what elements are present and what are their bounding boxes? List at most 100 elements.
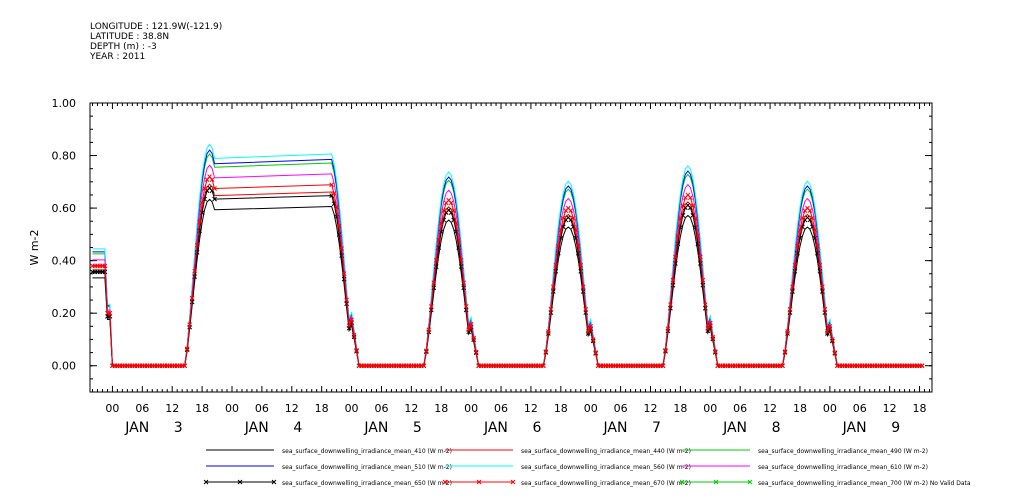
x-day-number-label: 5 [413,420,422,436]
x-tick-label: 12 [404,402,418,415]
x-tick-label: 12 [524,402,538,415]
series-marker-7 [560,215,566,221]
x-tick-label: 18 [913,402,927,415]
series-marker-6 [550,289,556,294]
series-marker-7 [344,297,349,303]
series-marker-6 [212,196,217,202]
series-marker-7 [820,284,825,290]
series-marker-7 [453,220,459,226]
series-marker-6 [670,282,676,288]
series-marker-7 [593,350,599,355]
series-marker-7 [690,203,696,209]
series-marker-7 [792,262,798,268]
latitude-label: LATITUDE : 38.8N [90,32,170,42]
y-tick-label: 0.80 [52,150,77,163]
series-marker-7 [588,323,594,329]
series-marker-7 [187,322,192,327]
series-marker-7 [199,200,205,206]
legend-marker-7 [510,479,516,485]
x-day-label: JAN [722,420,747,436]
series-marker-7 [334,205,339,210]
legend-label-3: sea_surface_downwelling_irradiance_mean_… [282,464,452,471]
x-tick-label: 00 [345,402,359,415]
series-marker-7 [331,191,337,196]
series-marker-7 [810,215,815,221]
series-marker-7 [707,320,713,326]
series-marker-7 [421,363,427,369]
series-marker-7 [815,243,820,249]
series-marker-7 [790,284,795,290]
series-marker-7 [578,262,584,268]
series-marker-7 [441,208,447,214]
series-marker-6 [790,289,795,294]
series-marker-7 [458,257,464,263]
legend-label-6: sea_surface_downwelling_irradiance_mean_… [282,480,452,487]
series-marker-7 [202,186,207,191]
series-line-4 [92,143,922,367]
series-marker-7 [550,284,556,290]
x-tick-label: 12 [285,402,299,415]
x-tick-label: 18 [195,402,209,415]
series-marker-7 [675,233,681,239]
series-marker-7 [568,208,574,213]
y-tick-label: 0.00 [52,360,77,373]
x-day-number-label: 9 [891,420,900,436]
x-day-number-label: 7 [652,420,661,436]
series-marker-7 [670,277,676,283]
series-marker-7 [795,243,800,249]
series-line-6 [92,187,922,367]
series-marker-7 [822,306,828,312]
x-tick-label: 00 [464,402,478,415]
series-marker-7 [184,346,190,352]
x-day-number-label: 6 [532,420,541,436]
x-tick-label: 06 [494,402,508,415]
series-marker-7 [438,220,444,226]
legend-label-4: sea_surface_downwelling_irradiance_mean_… [521,464,691,471]
legend-label-2: sea_surface_downwelling_irradiance_mean_… [758,448,928,455]
x-tick-label: 06 [255,402,269,415]
series-marker-7 [543,349,549,354]
x-tick-label: 00 [225,402,239,415]
x-tick-label: 18 [315,402,329,415]
series-marker-7 [468,321,474,327]
x-tick-label: 06 [853,402,867,415]
series-marker-7 [107,310,113,316]
plot-frame [89,102,933,393]
y-axis-label: W m-2 [28,229,41,265]
legend-marker-7 [442,479,448,485]
series-marker-7 [807,208,813,213]
x-tick-label: 06 [733,402,747,415]
series-marker-7 [573,227,579,233]
x-day-label: JAN [244,420,269,436]
series-marker-7 [194,242,200,248]
x-tick-label: 12 [883,402,897,415]
y-tick-label: 0.20 [52,307,77,320]
legend-marker-7 [476,479,482,485]
series-marker-7 [451,208,457,214]
x-tick-label: 18 [434,402,448,415]
y-tick-label: 1.00 [52,97,77,110]
series-marker-7 [466,327,472,333]
series-marker-7 [712,349,718,354]
series-line-7 [92,175,922,367]
series-marker-6 [697,261,703,266]
x-day-label: JAN [483,420,508,436]
legend-label-8: sea_surface_downwelling_irradiance_mean_… [758,480,971,487]
x-tick-label: 12 [644,402,658,415]
series-marker-7 [426,327,432,333]
series-marker-7 [680,203,686,209]
series-marker-7 [825,329,830,334]
series-lines [90,143,925,369]
x-day-number-label: 3 [174,420,183,436]
series-marker-7 [473,349,479,355]
x-day-label: JAN [842,420,867,436]
series-marker-7 [575,243,581,249]
legend-label-5: sea_surface_downwelling_irradiance_mean_… [758,464,928,471]
series-marker-7 [329,182,334,188]
longitude-label: LONGITUDE : 121.9W(-121.9) [90,22,223,32]
series-marker-7 [541,363,546,369]
series-marker-7 [678,216,683,222]
legend-marker-8 [747,479,753,485]
series-marker-6 [700,282,706,288]
x-day-label: JAN [603,420,628,436]
